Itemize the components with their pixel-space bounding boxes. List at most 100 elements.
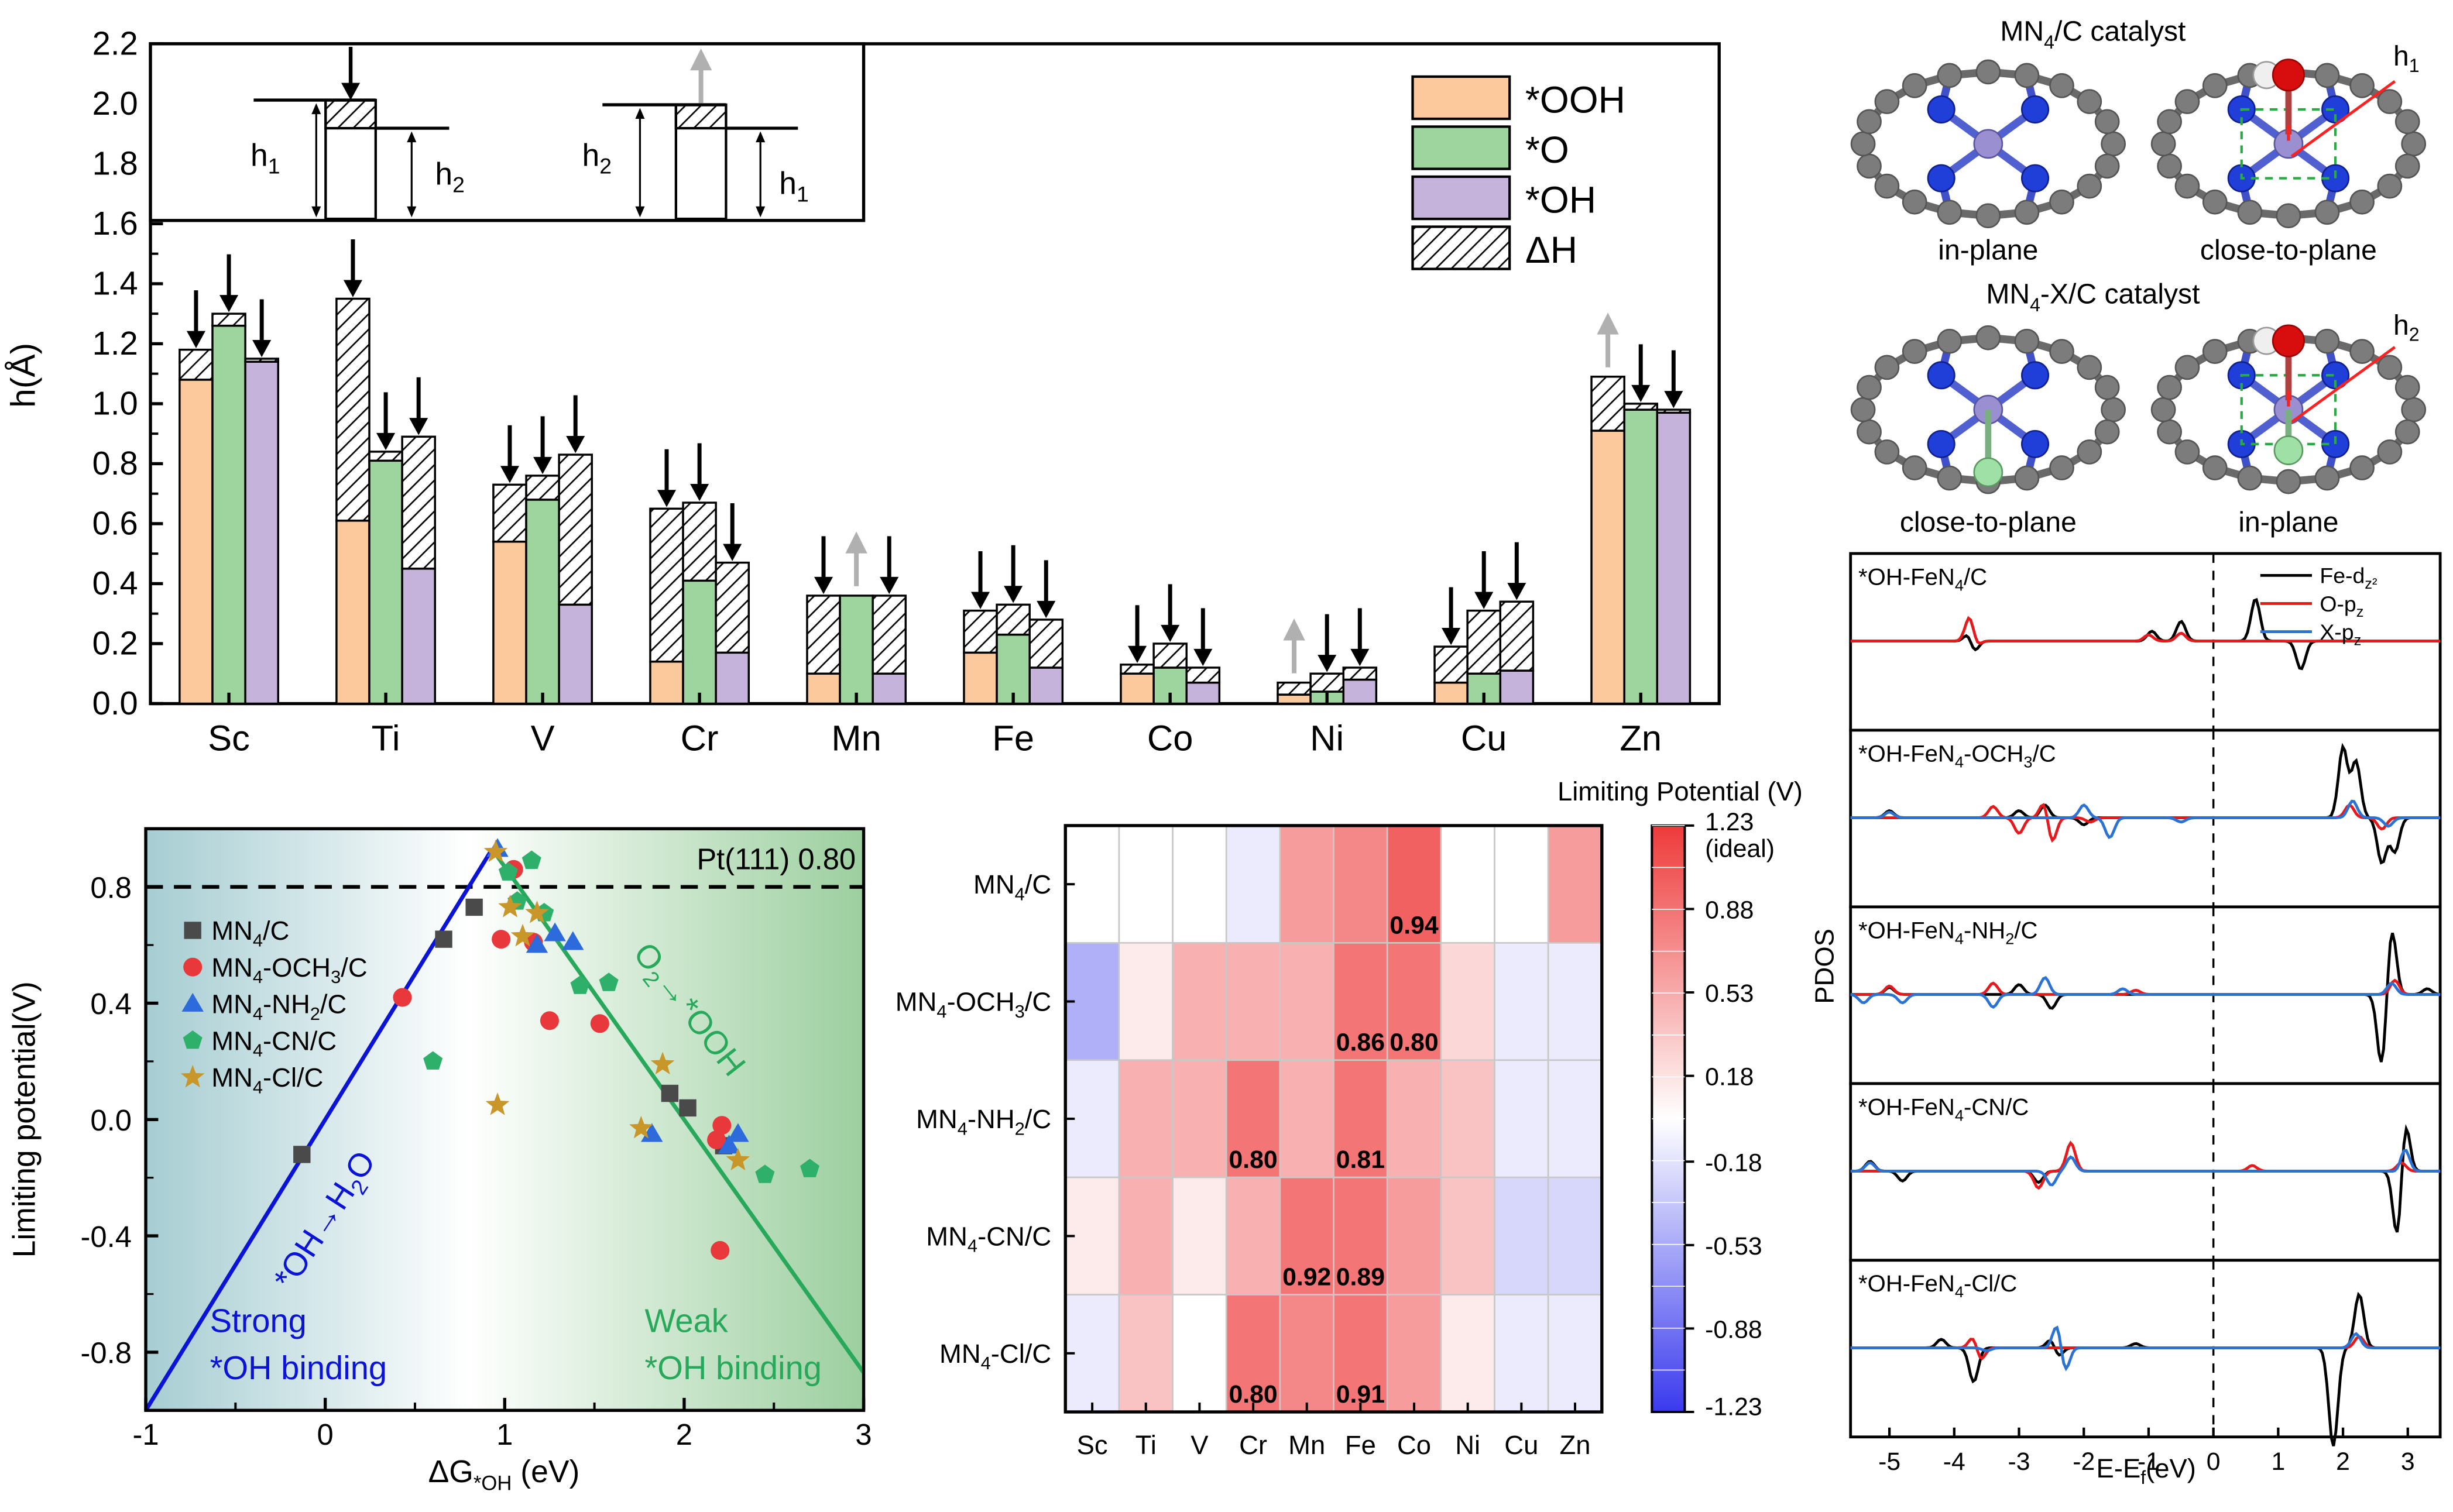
heatmap-cell: [1333, 1294, 1388, 1413]
bar-ooh: [649, 660, 684, 705]
carbon-atom: [2157, 374, 2182, 400]
x-ligand-atom: [2273, 435, 2304, 465]
scatter-point: [498, 895, 522, 917]
bar-delta-h: [368, 451, 403, 462]
heatmap-cell: [1118, 1294, 1174, 1413]
heatmap-col-label: Ti: [1135, 1430, 1157, 1460]
pdos-x-tick-label: 3: [2401, 1448, 2415, 1476]
bar-delta-h: [1152, 642, 1188, 669]
bar-delta-h: [715, 561, 750, 654]
carbon-atom: [1857, 374, 1882, 400]
colorbar-tick-label: 0.88: [1705, 896, 1754, 925]
heatmap-cell: [1547, 824, 1603, 944]
down-arrow-head: [500, 466, 520, 483]
up-arrow-head: [1283, 618, 1305, 641]
bar-delta-h: [1277, 681, 1312, 696]
carbon-atom: [2157, 153, 2182, 179]
scatter-point: [293, 1146, 311, 1163]
bar-delta-h: [211, 312, 246, 327]
heatmap-cell: [1440, 824, 1495, 944]
scatter-x-tick-label: 1: [496, 1418, 513, 1451]
scatter-point: [483, 839, 508, 862]
carbon-atom: [2202, 73, 2228, 98]
colorbar-tick-label: -0.88: [1705, 1315, 1762, 1343]
inset-h1-right: h1: [779, 166, 809, 206]
bar-x-tick-label: Mn: [831, 719, 881, 759]
carbon-atom: [2202, 455, 2228, 480]
carbon-atom: [2094, 419, 2120, 445]
scatter-point: [650, 1051, 675, 1075]
down-arrow-head: [1128, 645, 1147, 664]
carbon-atom: [2014, 465, 2040, 491]
bar-ooh: [1277, 693, 1312, 705]
bar-oh: [1185, 681, 1221, 705]
bar-x-ticks: Sc Ti V Cr Mn Fe Co Ni Cu Zn: [208, 692, 1662, 759]
down-arrow-head: [1318, 655, 1337, 672]
legend-label-oh: *OH: [1525, 178, 1596, 221]
bar-delta-h: [1623, 403, 1659, 411]
colorbar-tick-label: -1.23: [1705, 1393, 1762, 1421]
down-arrow-head: [533, 456, 553, 475]
pdos-x-label: E-Ef(eV): [2097, 1453, 2196, 1488]
heatmap-cell: [1279, 824, 1334, 944]
down-arrow-head: [1161, 624, 1180, 642]
scatter-point: [726, 1147, 750, 1171]
carbon-atom: [2077, 89, 2102, 114]
bar-oh: [558, 603, 593, 705]
scatter-point: [525, 901, 549, 923]
carbon-atom: [2401, 131, 2427, 157]
carbon-atom: [2094, 374, 2120, 400]
heatmap-cell: [1494, 941, 1549, 1061]
carbon-atom: [2049, 189, 2074, 215]
bar-delta-h: [492, 483, 527, 543]
heatmap-col-label: Cu: [1504, 1430, 1538, 1460]
nitrogen-atom: [1927, 164, 1955, 193]
bar-delta-h: [335, 297, 370, 522]
heatmap-cell: [1547, 941, 1603, 1061]
bar-y-label: h(Å): [4, 343, 42, 408]
bar-o: [525, 499, 560, 705]
carbon-atom: [2014, 63, 2040, 88]
scatter-y-tick-label: 0.8: [90, 871, 132, 904]
bar-ooh: [963, 651, 998, 705]
scatter-y-tick-label: 0.0: [90, 1104, 132, 1137]
carbon-atom: [2394, 153, 2420, 179]
heatmap-cell: [1333, 941, 1388, 1061]
nitrogen-atom: [2020, 429, 2050, 458]
bar-y-tick-label: 1.6: [92, 205, 138, 242]
heatmap-cell: [1118, 824, 1174, 944]
pdos-panel-label: *OH-FeN4-NH2/C: [1858, 917, 2037, 947]
carbon-atom: [1937, 465, 1963, 491]
down-arrow-head: [690, 483, 709, 501]
down-arrow-head: [880, 576, 899, 595]
structure-h2-label: h2: [2393, 310, 2420, 345]
heatmap-col-label: Sc: [1077, 1430, 1108, 1460]
carbon-atom: [1902, 339, 1927, 365]
bar-oh: [1028, 666, 1064, 705]
down-arrow-head: [814, 576, 833, 595]
down-arrow-head: [186, 331, 205, 348]
down-arrow-head: [1664, 391, 1683, 408]
bar-y-tick-label: 0.2: [92, 625, 138, 662]
legend-label: MN4/C: [211, 916, 289, 950]
colorbar-tick-label: -0.18: [1705, 1149, 1762, 1177]
scatter-point: [526, 934, 548, 953]
bar-ooh: [179, 379, 214, 705]
carbon-atom: [1937, 328, 1963, 354]
caption-4: in-plane: [2238, 507, 2338, 538]
carbon-atom: [2094, 109, 2120, 135]
heatmap-cell: [1225, 824, 1281, 944]
scatter-point: [485, 1092, 510, 1115]
carbon-atom: [1902, 73, 1927, 98]
scatter-x-tick-label: -1: [132, 1418, 159, 1451]
bar-oh: [401, 568, 436, 705]
colorbar-ideal-label: (ideal): [1705, 834, 1775, 862]
bar-delta-h: [401, 435, 436, 570]
carbon-atom: [2077, 439, 2102, 465]
inset-hatch-right: [674, 103, 728, 130]
carbon-atom: [2077, 355, 2102, 380]
carbon-atom: [1857, 109, 1882, 135]
bar-legend: *OOH *O *OH ΔH: [1411, 75, 1625, 271]
bar-o: [839, 595, 874, 705]
